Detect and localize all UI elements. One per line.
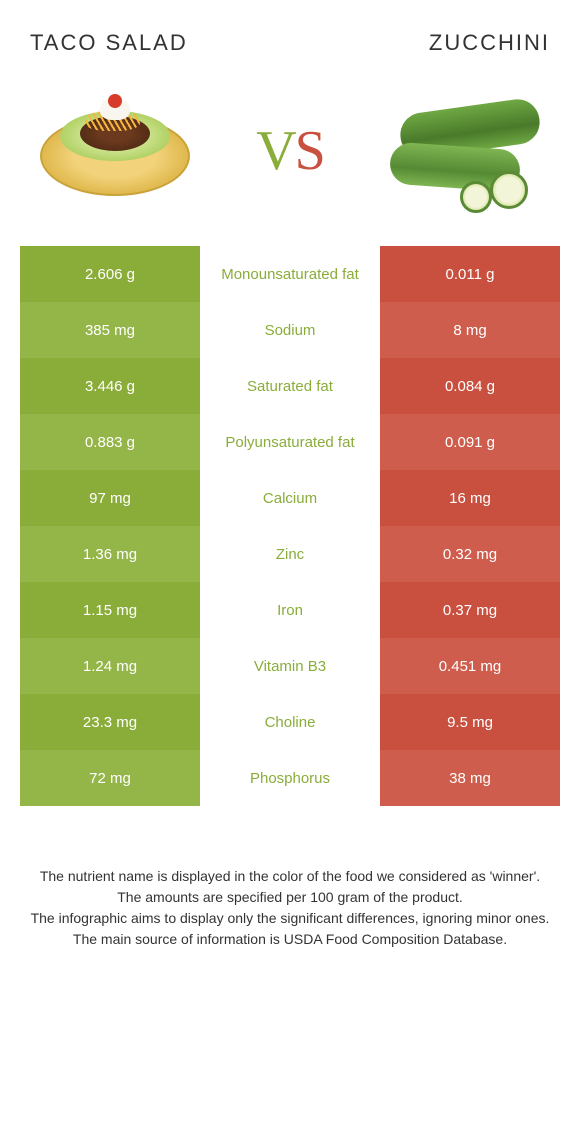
footer-line: The main source of information is USDA F… — [30, 929, 550, 950]
table-row: 0.883 gPolyunsaturated fat0.091 g — [20, 414, 560, 470]
right-value: 0.011 g — [380, 246, 560, 302]
right-value: 0.37 mg — [380, 582, 560, 638]
table-row: 1.36 mgZinc0.32 mg — [20, 526, 560, 582]
right-value: 38 mg — [380, 750, 560, 806]
right-value: 9.5 mg — [380, 694, 560, 750]
nutrient-label: Vitamin B3 — [200, 638, 380, 694]
left-value: 97 mg — [20, 470, 200, 526]
footer-line: The infographic aims to display only the… — [30, 908, 550, 929]
table-row: 385 mgSodium8 mg — [20, 302, 560, 358]
nutrient-label: Polyunsaturated fat — [200, 414, 380, 470]
title-row: TACO SALAD ZUCCHINI — [20, 30, 560, 76]
left-value: 1.15 mg — [20, 582, 200, 638]
left-value: 385 mg — [20, 302, 200, 358]
right-value: 8 mg — [380, 302, 560, 358]
left-value: 1.36 mg — [20, 526, 200, 582]
vs-v: V — [256, 120, 294, 182]
table-row: 72 mgPhosphorus38 mg — [20, 750, 560, 806]
table-row: 97 mgCalcium16 mg — [20, 470, 560, 526]
vs-s: S — [295, 120, 324, 182]
zucchini-illustration — [380, 86, 550, 216]
nutrient-label: Iron — [200, 582, 380, 638]
right-value: 0.32 mg — [380, 526, 560, 582]
table-row: 2.606 gMonounsaturated fat0.011 g — [20, 246, 560, 302]
nutrient-label: Zinc — [200, 526, 380, 582]
left-value: 72 mg — [20, 750, 200, 806]
left-value: 23.3 mg — [20, 694, 200, 750]
right-value: 16 mg — [380, 470, 560, 526]
nutrient-label: Monounsaturated fat — [200, 246, 380, 302]
nutrient-label: Phosphorus — [200, 750, 380, 806]
nutrient-label: Saturated fat — [200, 358, 380, 414]
right-value: 0.451 mg — [380, 638, 560, 694]
table-row: 3.446 gSaturated fat0.084 g — [20, 358, 560, 414]
vs-label: VS — [256, 119, 324, 183]
left-value: 1.24 mg — [20, 638, 200, 694]
infographic-root: TACO SALAD ZUCCHINI VS 2.606 gMonounsatu… — [0, 0, 580, 970]
hero-row: VS — [20, 76, 560, 246]
left-value: 3.446 g — [20, 358, 200, 414]
nutrient-label: Choline — [200, 694, 380, 750]
nutrient-label: Calcium — [200, 470, 380, 526]
left-value: 0.883 g — [20, 414, 200, 470]
table-row: 1.24 mgVitamin B30.451 mg — [20, 638, 560, 694]
footer-notes: The nutrient name is displayed in the co… — [20, 806, 560, 950]
taco-salad-illustration — [30, 86, 200, 216]
footer-line: The nutrient name is displayed in the co… — [30, 866, 550, 887]
left-food-title: TACO SALAD — [30, 30, 188, 56]
footer-line: The amounts are specified per 100 gram o… — [30, 887, 550, 908]
table-row: 23.3 mgCholine9.5 mg — [20, 694, 560, 750]
right-value: 0.084 g — [380, 358, 560, 414]
left-value: 2.606 g — [20, 246, 200, 302]
right-value: 0.091 g — [380, 414, 560, 470]
nutrient-label: Sodium — [200, 302, 380, 358]
table-row: 1.15 mgIron0.37 mg — [20, 582, 560, 638]
right-food-title: ZUCCHINI — [429, 30, 550, 56]
nutrient-table: 2.606 gMonounsaturated fat0.011 g385 mgS… — [20, 246, 560, 806]
